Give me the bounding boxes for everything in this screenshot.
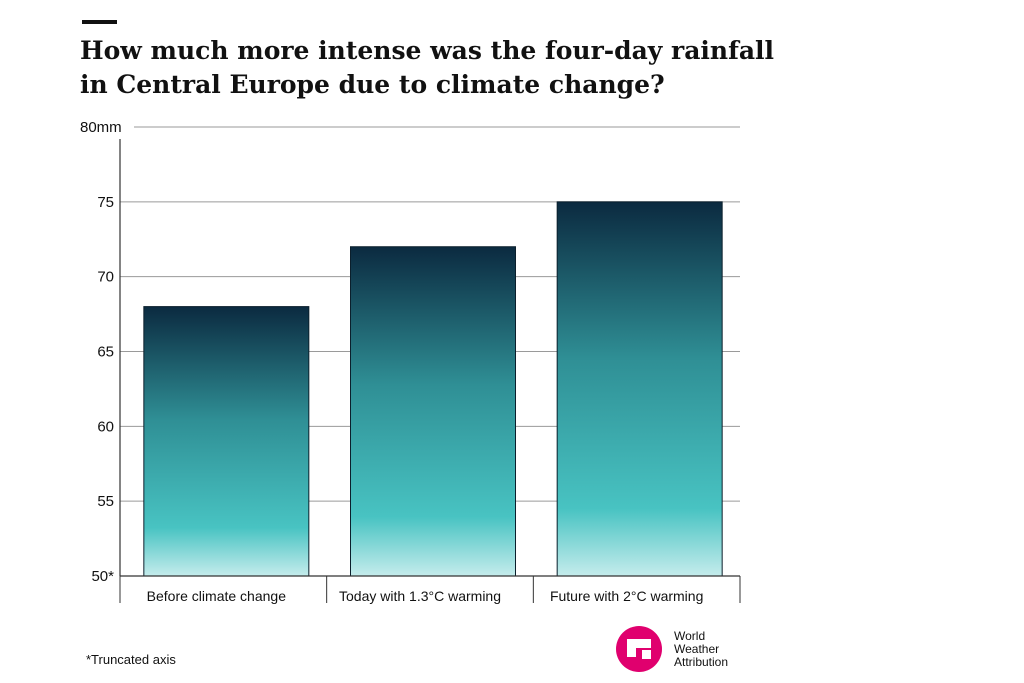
bar bbox=[350, 246, 516, 577]
logo-line-1: World bbox=[674, 629, 706, 643]
y-tick-label: 70 bbox=[97, 269, 114, 286]
x-tick-label: Today with 1.3°C warming bbox=[339, 588, 501, 604]
bar bbox=[556, 201, 723, 577]
y-tick-label: 55 bbox=[97, 493, 114, 510]
y-tick-label: 50* bbox=[91, 568, 114, 585]
y-tick-label: 60 bbox=[97, 418, 114, 435]
labels: 50* 55 60 65 70 75 80mm Before climate change To… bbox=[80, 119, 703, 604]
bars bbox=[143, 201, 723, 577]
logo-mark-icon bbox=[616, 626, 662, 672]
footnote: *Truncated axis bbox=[86, 652, 176, 667]
logo-text: World Weather Attribution bbox=[674, 630, 728, 669]
y-tick-label: 80mm bbox=[80, 119, 122, 136]
y-tick-label: 75 bbox=[97, 194, 114, 211]
axes bbox=[119, 139, 741, 603]
chart-title-line-2: in Central Europe due to climate change? bbox=[80, 70, 665, 99]
chart-title-line-1: How much more intense was the four-day r… bbox=[80, 36, 775, 65]
logo-line-2: Weather bbox=[674, 642, 720, 656]
y-tick-label: 65 bbox=[97, 344, 114, 361]
logo-line-3: Attribution bbox=[674, 655, 729, 669]
x-tick-label: Future with 2°C warming bbox=[550, 588, 703, 604]
accent-rule bbox=[82, 20, 117, 24]
bar bbox=[143, 306, 310, 577]
world-weather-attribution-logo[interactable]: World Weather Attribution bbox=[616, 626, 756, 676]
chart-title: How much more intense was the four-day r… bbox=[80, 34, 800, 102]
x-tick-label: Before climate change bbox=[147, 588, 287, 604]
